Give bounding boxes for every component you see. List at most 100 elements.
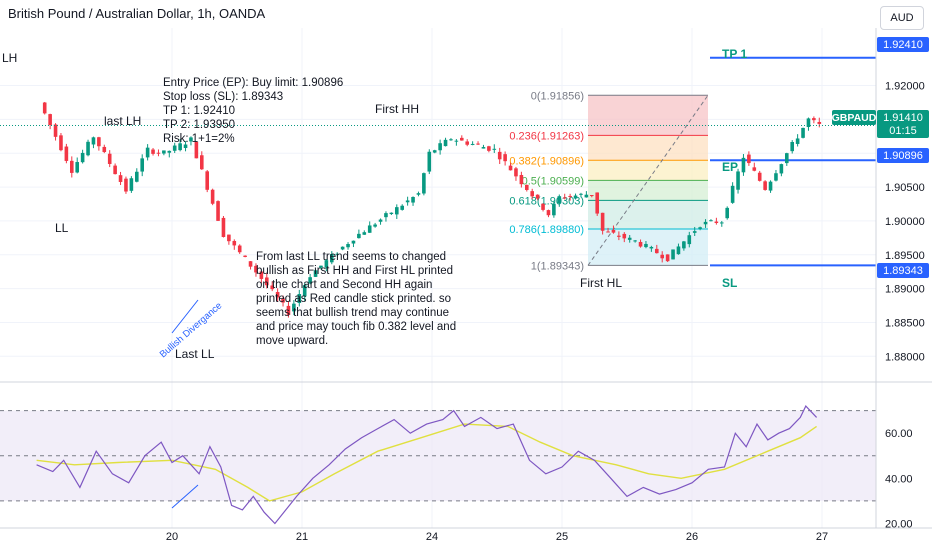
candle [248,261,253,270]
candle [752,162,757,172]
candle [698,226,702,231]
fib-level-label: 0(1.91856) [531,90,584,102]
price-tick-label: 1.88000 [885,351,925,363]
candle [481,144,486,149]
candle [552,201,556,218]
candle [665,254,670,263]
candle [183,141,188,152]
fib-zone [588,135,708,161]
candle [492,144,497,153]
ep-label: EP [722,160,738,174]
candle [227,234,231,245]
candle [340,246,345,251]
currency-selector[interactable]: AUD [880,6,924,30]
candle [427,149,432,175]
candle [617,231,621,241]
price-tick-label: 1.90500 [885,182,925,194]
candle [64,143,69,164]
candle [324,259,329,272]
candle [465,139,470,147]
analysis-note-line: seems that bullish trend may continue [256,307,449,319]
trade-info: Entry Price (EP): Buy limit: 1.90896 Sto… [163,77,343,145]
rsi-tick-label: 40.00 [885,473,913,485]
fib-level-label: 1(1.89343) [531,260,584,272]
candle [633,240,637,243]
candle [91,136,96,149]
candle [259,270,264,284]
rsi-line [36,405,818,525]
candle [806,117,811,131]
candle [546,209,551,218]
ep-price-tag: 1.90896 [877,148,929,163]
candle [53,123,58,141]
candle [497,147,502,165]
candle [422,172,426,196]
candle [145,144,150,161]
tp1-price-tag: 1.92410 [877,37,929,52]
candle [319,265,323,270]
trade-info-line: Risk: 1+1=2% [163,133,235,145]
candle [757,170,762,182]
candle [42,101,47,115]
candle [351,240,356,248]
time-tick-label: 20 [166,531,178,543]
candle [124,176,128,194]
analysis-note: From last LL trend seems to changed bull… [256,251,456,347]
candle [741,154,746,176]
candle [194,141,199,159]
candle [313,268,318,278]
candle [292,300,296,316]
rsi-axis[interactable]: 60.00 40.00 20.00 [885,428,913,530]
candle [281,295,285,307]
rsi-tick-label: 20.00 [885,518,913,530]
candle [232,239,237,250]
tp1-label: TP 1 [722,47,747,61]
candle [113,163,117,175]
time-tick-label: 25 [556,531,568,543]
rsi-levels [0,410,876,502]
analysis-note-line: printed as Red candle stick printed. so [256,293,451,305]
annotation-last-ll: Last LL [175,347,215,361]
divergence-line-price [171,299,199,334]
candle [178,139,182,152]
candle [59,132,63,152]
time-axis[interactable]: 20212425262728 [166,531,932,543]
candle [210,188,215,206]
candle [400,204,405,211]
candle [86,139,90,157]
fib-zone [588,180,708,201]
candle [638,239,643,248]
candle [763,180,767,191]
candle [140,154,145,177]
candle [725,206,730,220]
sl-label: SL [722,276,737,290]
candle [237,244,242,254]
symbol-title: British Pound / Australian Dollar, 1h, O… [8,6,266,21]
candle [584,191,589,198]
svg-text:1.90896: 1.90896 [883,150,923,162]
candle [102,144,107,154]
divergence-line-rsi [171,484,199,509]
candle [709,219,713,222]
candle [687,231,692,248]
candle [346,242,350,250]
candle [682,240,686,251]
candle [795,134,800,147]
candle [812,116,816,124]
analysis-note-line: move upward. [256,335,328,347]
fibonacci-retracement[interactable]: 0(1.91856) 0.236(1.91263) 0.382(1.90896) 0.… [509,90,709,272]
candle [367,221,372,233]
candle [660,251,665,263]
candle [389,212,394,215]
candle [411,196,415,206]
fib-level-label: 0.5(1.90599) [522,175,584,187]
candle [644,241,648,249]
candle [627,235,632,243]
candle [107,150,112,168]
candle [622,232,627,243]
candle [48,113,52,130]
candle [671,249,675,260]
candle [438,139,442,155]
candle [162,150,166,156]
